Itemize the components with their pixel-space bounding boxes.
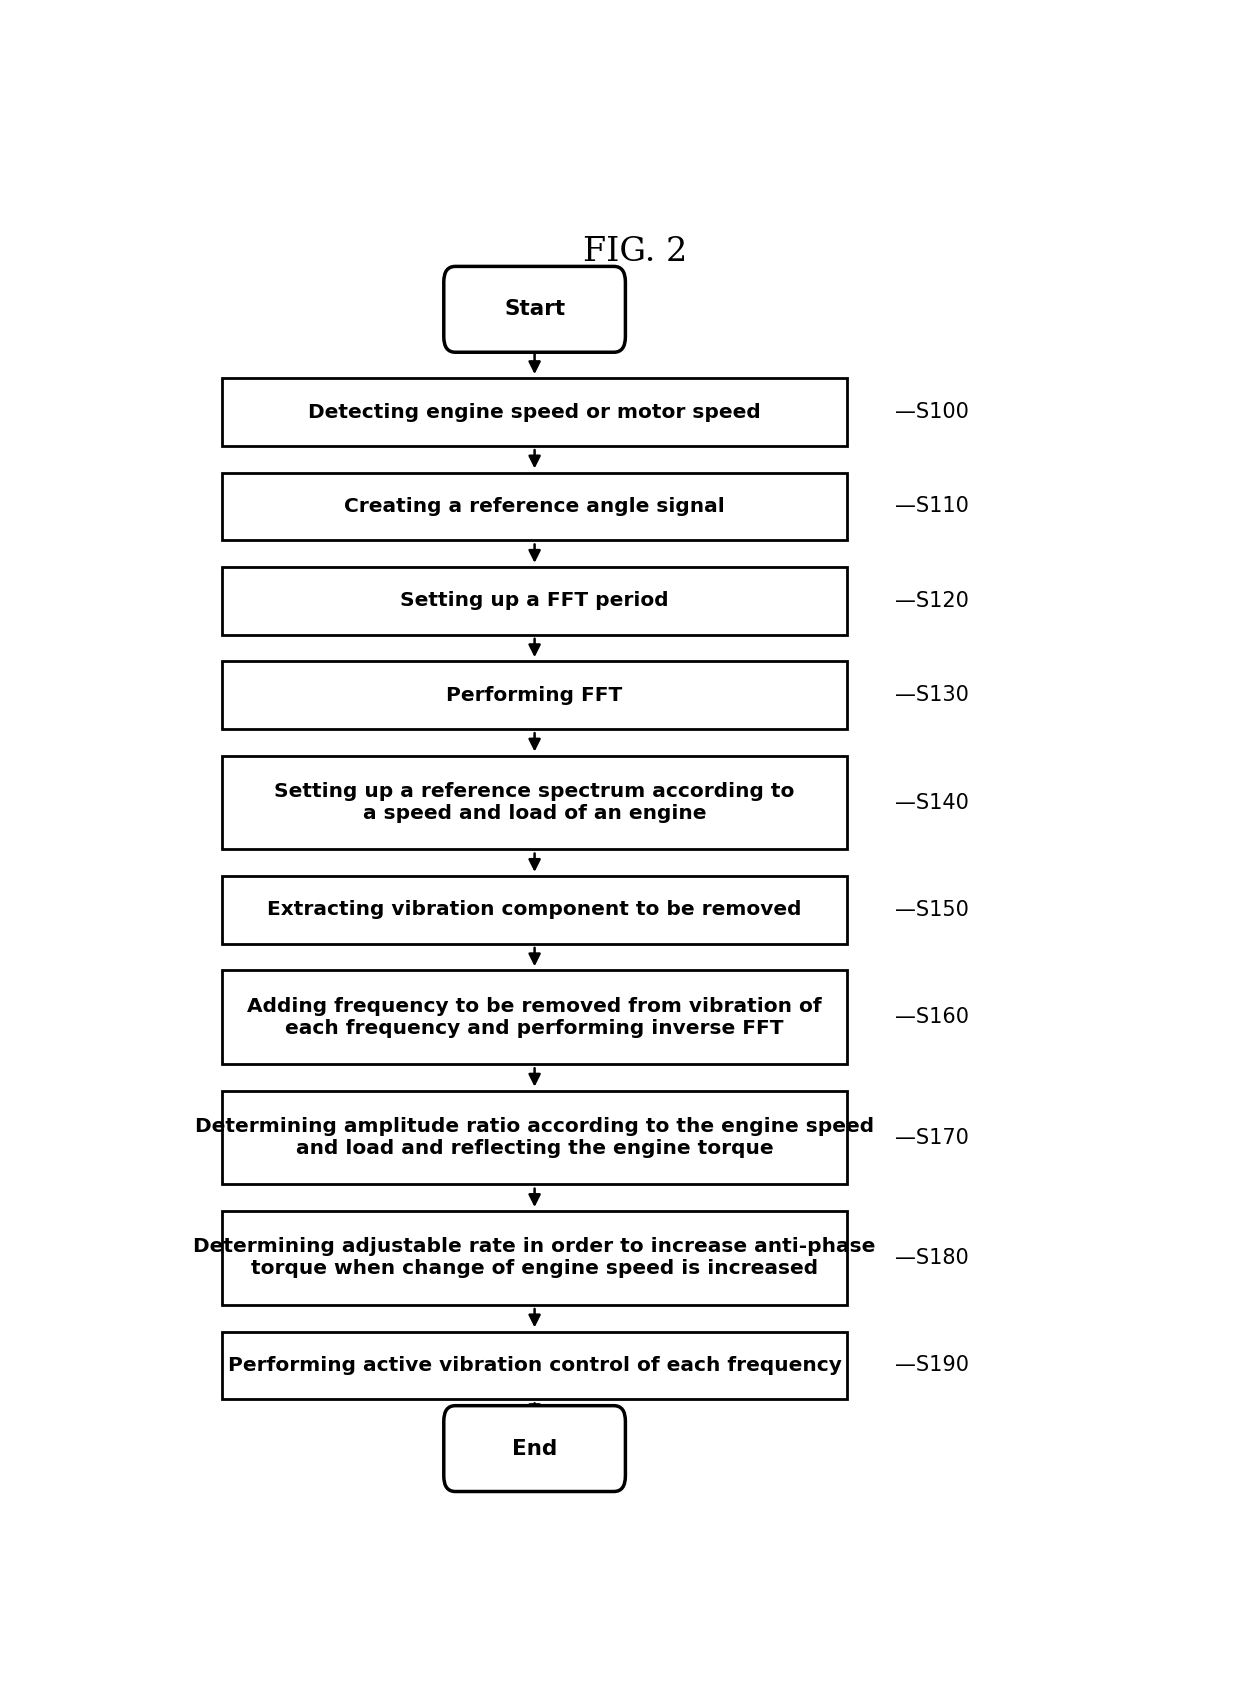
Text: Adding frequency to be removed from vibration of
each frequency and performing i: Adding frequency to be removed from vibr…: [247, 997, 822, 1037]
Text: Performing active vibration control of each frequency: Performing active vibration control of e…: [228, 1356, 842, 1375]
FancyBboxPatch shape: [222, 662, 847, 730]
FancyBboxPatch shape: [222, 1091, 847, 1184]
FancyBboxPatch shape: [222, 971, 847, 1064]
Text: Setting up a FFT period: Setting up a FFT period: [401, 591, 668, 610]
Text: —S150: —S150: [895, 900, 968, 921]
Text: —S160: —S160: [895, 1007, 968, 1027]
Text: Setting up a reference spectrum according to
a speed and load of an engine: Setting up a reference spectrum accordin…: [274, 782, 795, 823]
Text: —S190: —S190: [895, 1355, 968, 1375]
FancyBboxPatch shape: [444, 267, 625, 353]
Text: —S120: —S120: [895, 591, 968, 611]
Text: —S180: —S180: [895, 1248, 968, 1268]
Text: Determining adjustable rate in order to increase anti-phase
torque when change o: Determining adjustable rate in order to …: [193, 1238, 875, 1279]
FancyBboxPatch shape: [444, 1405, 625, 1491]
Text: —S110: —S110: [895, 497, 968, 517]
Text: —S130: —S130: [895, 686, 968, 704]
Text: Creating a reference angle signal: Creating a reference angle signal: [345, 497, 725, 515]
Text: Start: Start: [503, 299, 565, 319]
Text: Extracting vibration component to be removed: Extracting vibration component to be rem…: [268, 900, 802, 919]
FancyBboxPatch shape: [222, 1211, 847, 1306]
FancyBboxPatch shape: [222, 877, 847, 944]
Text: Performing FFT: Performing FFT: [446, 686, 622, 704]
FancyBboxPatch shape: [222, 755, 847, 850]
FancyBboxPatch shape: [222, 378, 847, 446]
Text: —S140: —S140: [895, 792, 968, 812]
Text: End: End: [512, 1439, 557, 1459]
Text: —S100: —S100: [895, 402, 968, 422]
FancyBboxPatch shape: [222, 473, 847, 540]
Text: Determining amplitude ratio according to the engine speed
and load and reflectin: Determining amplitude ratio according to…: [195, 1116, 874, 1159]
Text: Detecting engine speed or motor speed: Detecting engine speed or motor speed: [309, 402, 761, 422]
FancyBboxPatch shape: [222, 568, 847, 635]
Text: —S170: —S170: [895, 1128, 968, 1147]
Text: FIG. 2: FIG. 2: [583, 236, 688, 269]
FancyBboxPatch shape: [222, 1331, 847, 1398]
